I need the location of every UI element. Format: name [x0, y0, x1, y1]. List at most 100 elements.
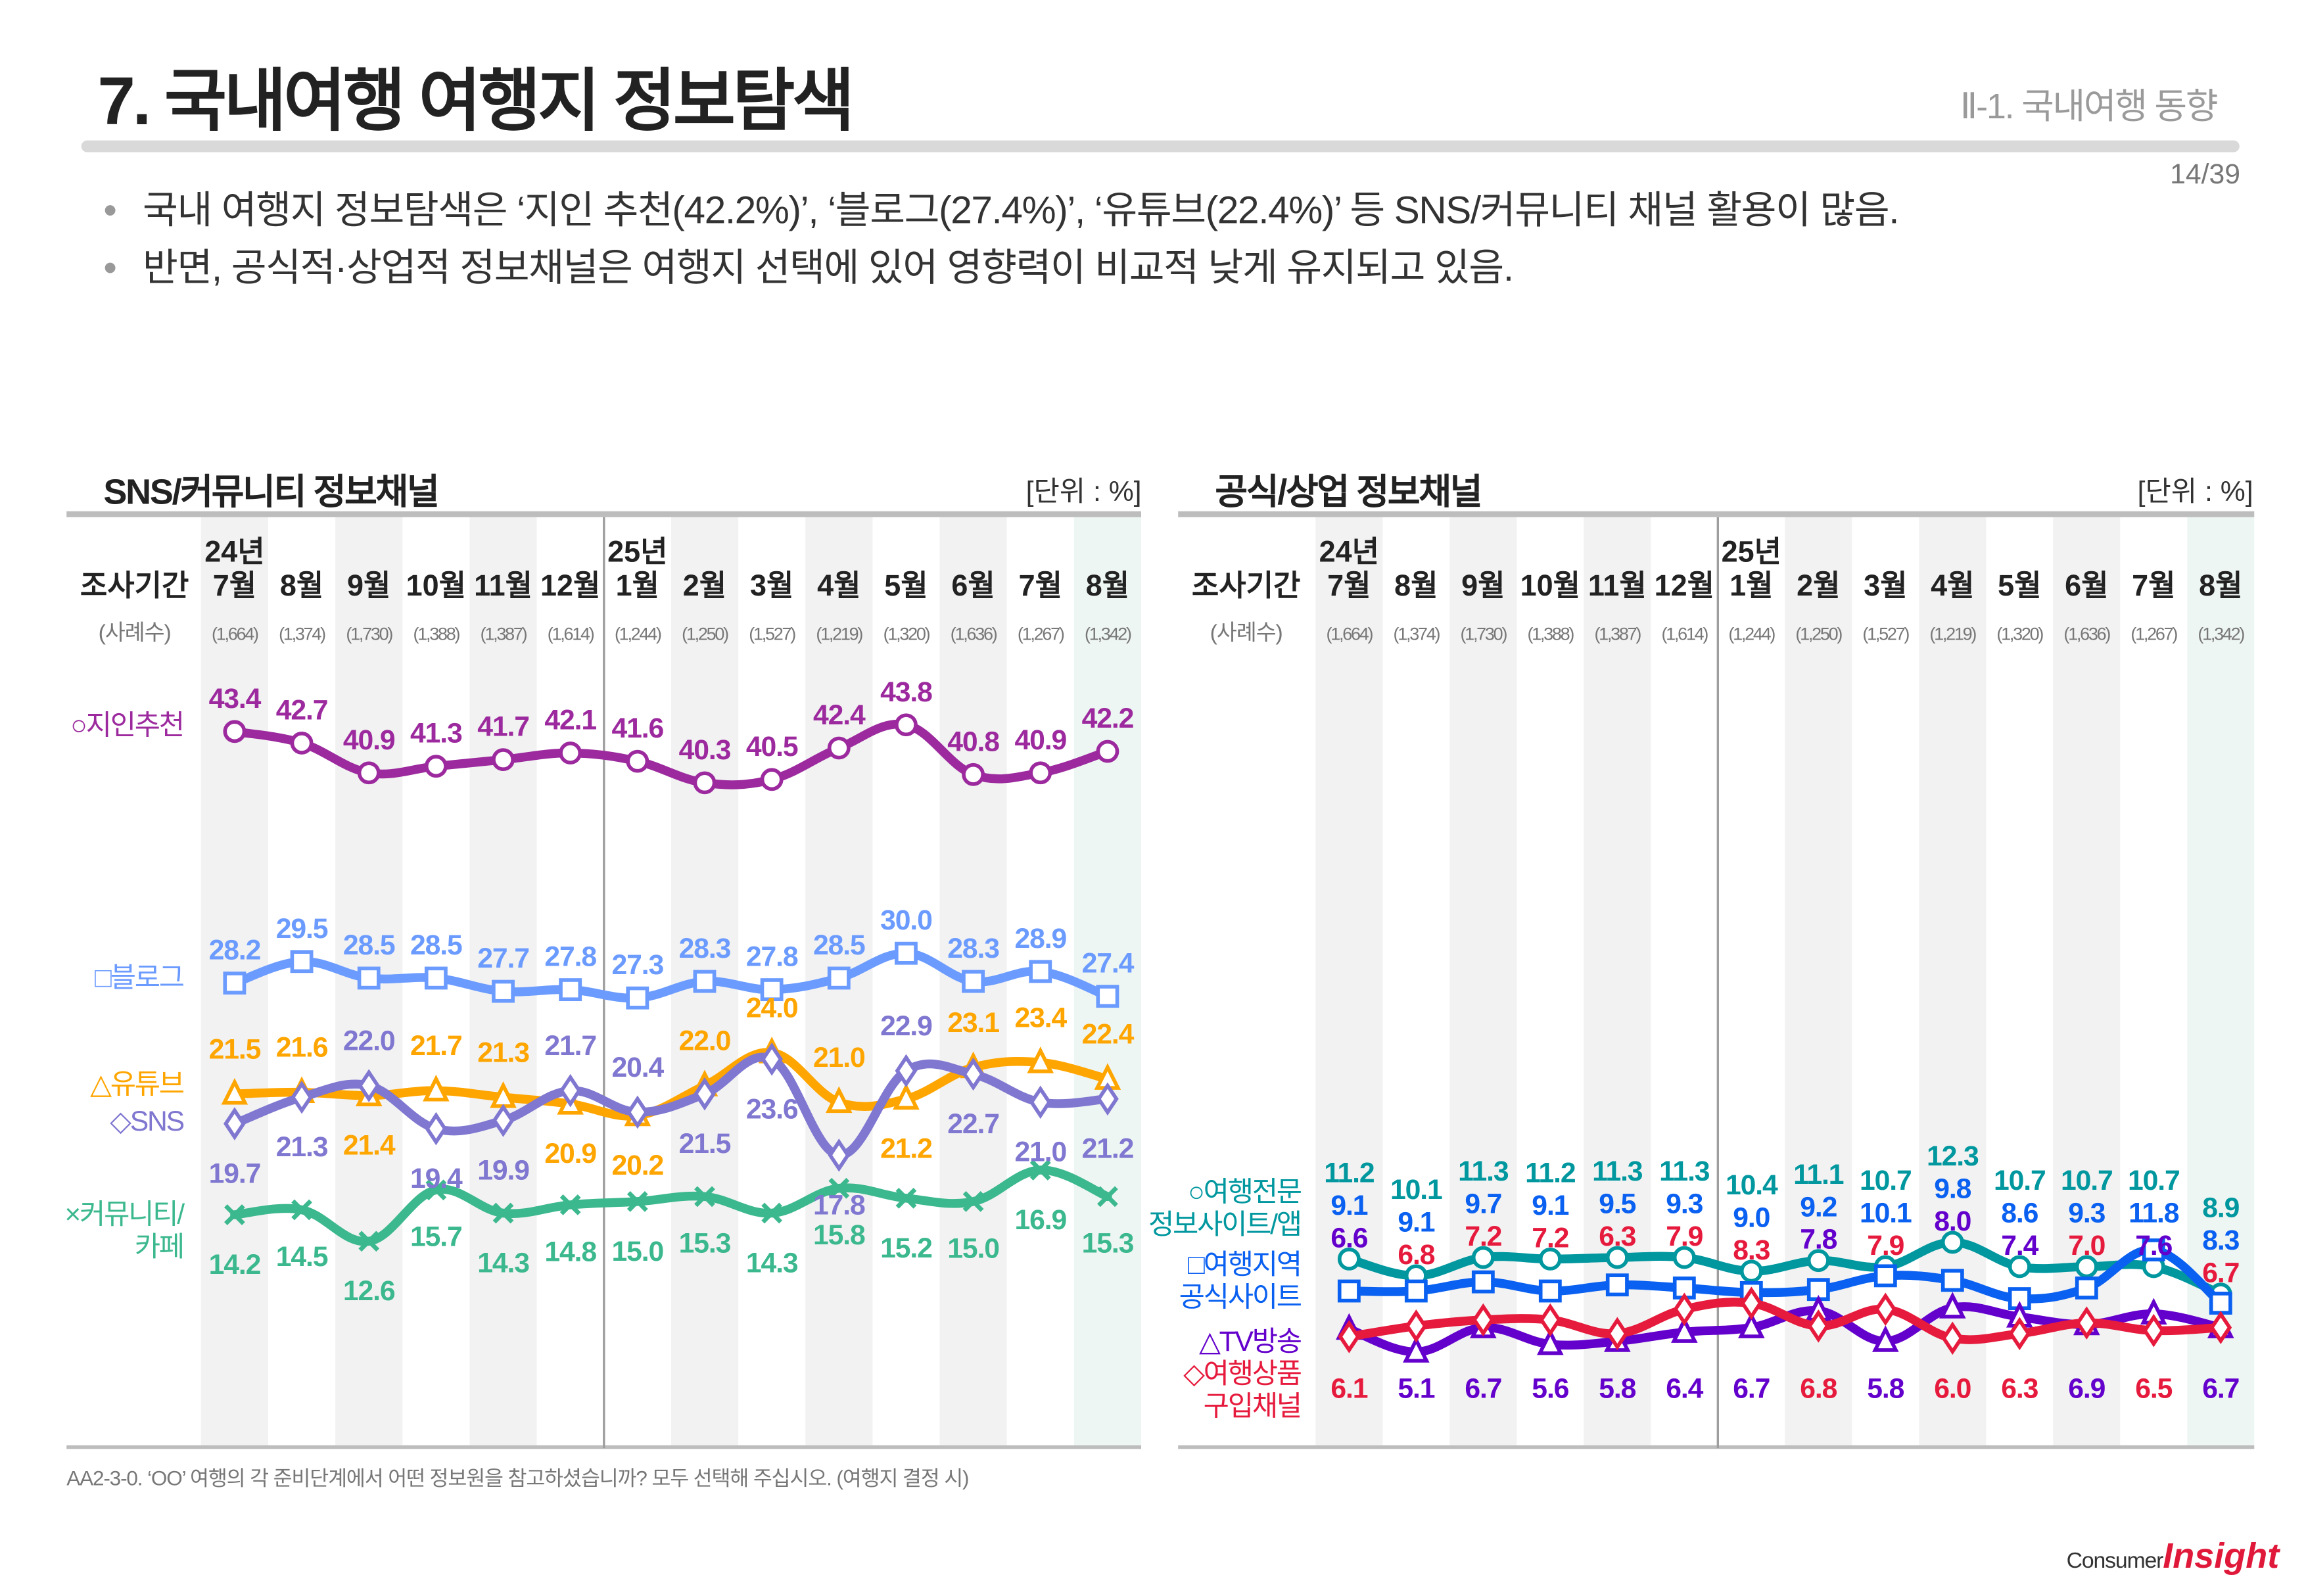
x-marker — [761, 1202, 783, 1224]
section-label: Ⅱ-1. 국내여행 동향 — [1960, 87, 2219, 128]
data-label: 27.7 — [477, 943, 529, 974]
panel-bottom-rule — [1178, 1445, 2255, 1449]
circle-marker — [424, 755, 448, 778]
circle-marker — [1029, 761, 1052, 785]
series-label: □블로그 — [95, 962, 184, 994]
sample-size: (1,387) — [481, 624, 527, 644]
square-marker — [2209, 1292, 2232, 1315]
data-label: 14.3 — [477, 1247, 529, 1279]
x-marker — [1097, 1186, 1118, 1208]
sample-size: (1,388) — [1527, 624, 1574, 644]
data-label: 7.2 — [1532, 1222, 1568, 1254]
data-label: 21.2 — [1082, 1133, 1134, 1165]
month-label: 7월 — [1327, 569, 1371, 602]
data-label: 30.0 — [880, 904, 932, 936]
x-marker — [559, 1194, 581, 1215]
data-label: 15.0 — [612, 1236, 664, 1267]
data-label: 9.1 — [1398, 1206, 1434, 1238]
triangle-marker — [1872, 1325, 1899, 1352]
sample-size: (1,664) — [1326, 624, 1373, 644]
month-label: 8월 — [1394, 569, 1438, 602]
month-label: 9월 — [1461, 569, 1505, 602]
data-label: 9.7 — [1465, 1188, 1501, 1220]
consumer-insight-logo: ConsumerInsight — [2067, 1537, 2279, 1578]
month-label: 7월 — [2132, 569, 2175, 602]
triangle-marker — [1738, 1311, 1765, 1338]
diamond-marker — [1029, 1085, 1052, 1119]
survey-question-footnote: AA2-3-0. ‘OO’ 여행의 각 준비단계에서 어떤 정보원을 참고하셨습… — [66, 1466, 969, 1490]
data-label: 11.8 — [2129, 1198, 2179, 1229]
data-label: 28.5 — [343, 929, 395, 961]
data-label: 21.3 — [276, 1131, 328, 1163]
data-label: 11.1 — [1793, 1159, 1844, 1190]
data-label: 40.9 — [343, 724, 395, 756]
left-panel-unit: [단위 : %] — [1025, 477, 1142, 509]
triangle-marker — [1027, 1046, 1054, 1073]
diamond-marker — [1941, 1321, 1964, 1355]
circle-marker — [1806, 1249, 1830, 1273]
month-label: 2월 — [1797, 569, 1840, 602]
data-label: 20.9 — [544, 1138, 596, 1169]
data-label: 23.1 — [947, 1007, 999, 1039]
month-label: 7월 — [213, 569, 256, 602]
left-panel-title: SNS/커뮤니티 정보채널 — [103, 473, 439, 513]
data-label: 21.2 — [880, 1133, 932, 1165]
square-marker — [895, 941, 918, 965]
title-divider — [81, 140, 2240, 153]
bullet-item: • 반면, 공식적·상업적 정보채널은 여행지 선택에 있어 영향력이 비교적 낮… — [103, 238, 1514, 293]
triangle-marker — [893, 1083, 920, 1110]
diamond-marker — [1405, 1309, 1428, 1343]
sample-size: (1,614) — [1661, 624, 1708, 644]
data-label: 20.2 — [612, 1150, 664, 1181]
circle-marker — [760, 768, 784, 791]
data-label: 11.3 — [1592, 1156, 1643, 1187]
data-label: 16.9 — [1014, 1204, 1066, 1236]
month-label: 4월 — [817, 569, 860, 602]
data-label: 40.5 — [746, 731, 798, 763]
diamond-marker — [291, 1080, 313, 1114]
circle-marker — [2008, 1255, 2031, 1279]
triangle-marker — [1671, 1316, 1698, 1343]
diamond-marker — [1673, 1292, 1696, 1326]
month-label: 8월 — [280, 569, 323, 602]
square-marker — [1873, 1264, 1897, 1288]
period-label: 조사기간 — [1192, 569, 1300, 602]
sample-size: (1,730) — [346, 624, 392, 644]
series-label: 카페 — [135, 1231, 183, 1263]
data-label: 40.8 — [947, 726, 999, 757]
data-label: 10.7 — [1994, 1165, 2046, 1196]
series-label: ◇SNS — [110, 1106, 183, 1137]
square-marker — [962, 970, 985, 993]
sample-size: (1,267) — [1018, 624, 1064, 644]
x-marker — [291, 1199, 312, 1221]
square-marker — [760, 978, 784, 1002]
data-label: 22.4 — [1082, 1019, 1135, 1050]
data-label: 24.0 — [746, 992, 798, 1023]
circle-marker — [1538, 1247, 1562, 1271]
square-marker — [2142, 1238, 2165, 1261]
sample-size: (1,527) — [749, 624, 795, 644]
series-label: 구입채널 — [1204, 1391, 1301, 1422]
data-label: 29.5 — [276, 913, 328, 945]
circle-marker — [1096, 739, 1119, 763]
data-label: 9.3 — [2068, 1198, 2105, 1229]
data-label: 12.6 — [343, 1275, 395, 1307]
diamond-marker — [1472, 1303, 1495, 1337]
data-label: 23.4 — [1014, 1002, 1067, 1033]
data-label: 7.0 — [2068, 1230, 2105, 1261]
data-label: 14.2 — [209, 1249, 261, 1280]
month-label: 8월 — [2199, 569, 2242, 602]
data-label: 6.8 — [1398, 1239, 1434, 1271]
data-label: 6.6 — [1330, 1222, 1367, 1254]
panel-top-rule — [1178, 511, 2255, 517]
triangle-marker — [1403, 1336, 1430, 1363]
data-label: 43.8 — [880, 676, 932, 708]
data-label: 5.6 — [1532, 1373, 1568, 1405]
data-label: 14.5 — [276, 1241, 328, 1273]
triangle-marker — [1939, 1292, 1966, 1319]
data-label: 6.1 — [1330, 1373, 1367, 1405]
data-label: 7.4 — [2001, 1230, 2038, 1261]
data-label: 9.2 — [1800, 1191, 1837, 1223]
month-label: 10월 — [406, 569, 466, 602]
